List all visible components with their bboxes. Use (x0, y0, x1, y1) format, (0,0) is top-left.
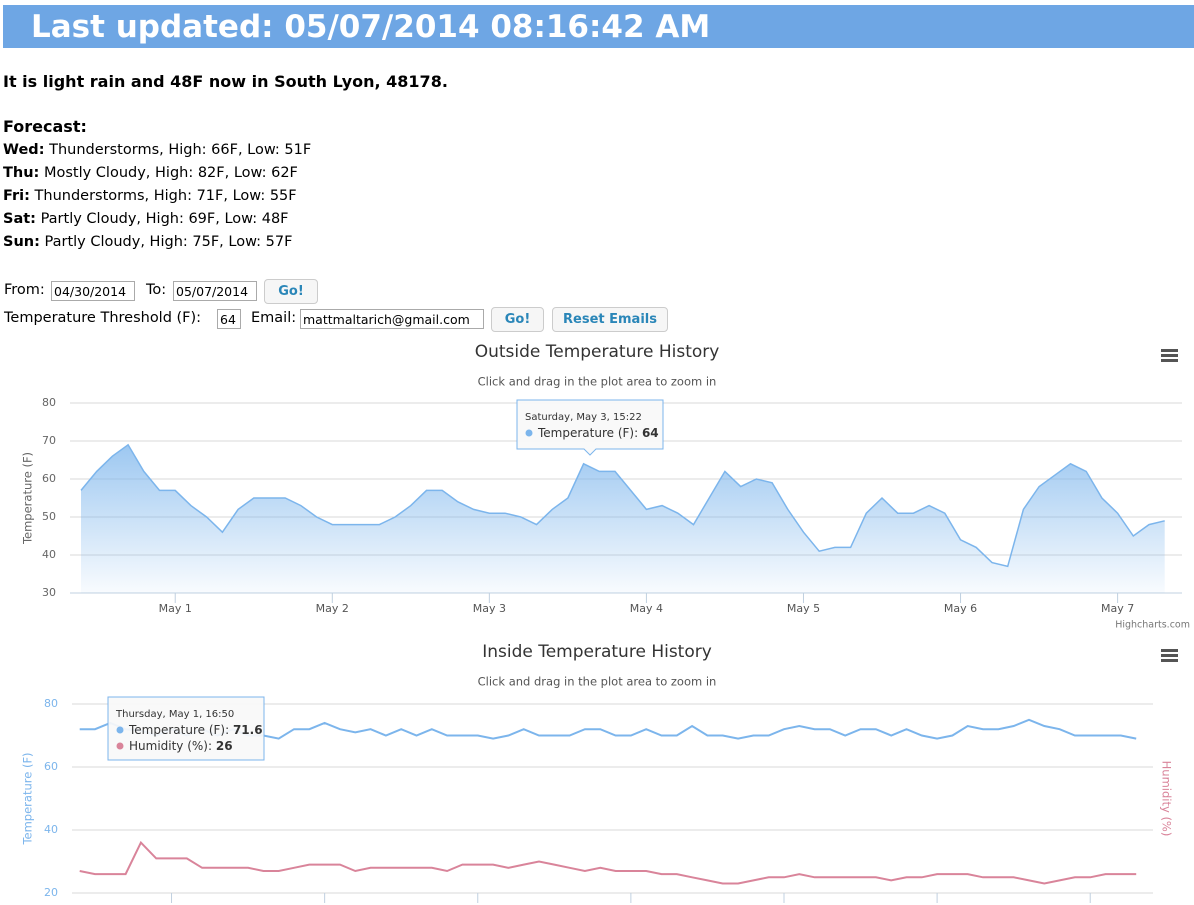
chart-subtitle: Click and drag in the plot area to zoom … (478, 675, 717, 689)
charts: Outside Temperature History Click and dra… (21, 342, 1190, 903)
to-label: To: (146, 282, 167, 298)
tooltip-value: 64 (642, 426, 659, 440)
tooltip-series-name: Temperature (F) (128, 723, 225, 737)
x-tick-label: May 7 (1101, 602, 1134, 615)
forecast-text: Mostly Cloudy, High: 82F, Low: 62F (43, 165, 298, 181)
menu-bar (1161, 359, 1178, 362)
forecast-text: Thunderstorms, High: 71F, Low: 55F (34, 188, 297, 204)
reset-emails-button[interactable]: Reset Emails (552, 307, 668, 332)
x-tick-label: May 2 (316, 602, 349, 615)
tooltip-value: 71.6 (233, 723, 263, 737)
tooltip-value: 26 (216, 739, 233, 753)
tooltip-box (516, 399, 664, 456)
y-tick-label: 60 (44, 760, 58, 773)
y-tick-label: 60 (42, 472, 56, 485)
export-menu-button[interactable] (1161, 649, 1178, 662)
tooltip-marker (116, 742, 124, 750)
y-tick-label: 80 (44, 697, 58, 710)
tooltip-separator: : (225, 723, 233, 737)
area-line (80, 443, 1165, 568)
forecast-row: Sat: Partly Cloudy, High: 69F, Low: 48F (3, 211, 289, 227)
tooltip-box (107, 696, 265, 761)
x-tick-label: May 5 (787, 602, 820, 615)
menu-bar (1161, 354, 1178, 357)
from-input[interactable] (51, 281, 135, 301)
forecast-day: Sun: (3, 234, 40, 250)
tooltip-series-name: Humidity (%) (129, 739, 208, 753)
tooltip-row: Temperature (F): 64 (537, 426, 659, 440)
tooltip-row: Temperature (F): 71.6 (128, 723, 263, 737)
export-menu-button[interactable] (1161, 349, 1178, 362)
credits: Highcharts.com (1115, 620, 1190, 631)
series-line (79, 840, 1137, 885)
forecast-row: Sun: Partly Cloudy, High: 75F, Low: 57F (3, 234, 292, 250)
tooltip-separator: : (634, 426, 642, 440)
area-fill (81, 444, 1165, 593)
tooltip-separator: : (208, 739, 216, 753)
forecast-text: Thunderstorms, High: 66F, Low: 51F (49, 142, 312, 158)
current-conditions: It is light rain and 48F now in South Ly… (3, 72, 448, 91)
menu-bar (1161, 649, 1178, 652)
forecast-text: Partly Cloudy, High: 69F, Low: 48F (40, 211, 289, 227)
x-tick-label: May 1 (159, 602, 192, 615)
y-axis-title: Temperature (F) (21, 452, 35, 545)
menu-bar (1161, 659, 1178, 662)
y-tick-label: 80 (42, 396, 56, 409)
menu-bar (1161, 654, 1178, 657)
y2-axis-title: Humidity (%) (1160, 761, 1174, 837)
forecast-day: Thu: (3, 165, 40, 181)
forecast-row: Fri: Thunderstorms, High: 71F, Low: 55F (3, 188, 297, 204)
forecast-row: Thu: Mostly Cloudy, High: 82F, Low: 62F (3, 165, 298, 181)
tooltip-header: Thursday, May 1, 16:50 (115, 709, 234, 720)
y-tick-label: 30 (42, 586, 56, 599)
forecast-day: Fri: (3, 188, 30, 204)
email-label: Email: (251, 310, 297, 326)
to-input[interactable] (173, 281, 257, 301)
go-button[interactable]: Go! (264, 279, 318, 304)
y-tick-label: 70 (42, 434, 56, 447)
go-email-button[interactable]: Go! (491, 307, 544, 332)
from-label: From: (4, 282, 45, 298)
tooltip-marker (116, 726, 124, 734)
y-tick-label: 40 (42, 548, 56, 561)
x-tick-label: May 4 (630, 602, 663, 615)
forecast-title: Forecast: (3, 117, 87, 136)
y-tick-label: 20 (44, 886, 58, 899)
threshold-label: Temperature Threshold (F): (4, 310, 202, 326)
tooltip-marker (525, 429, 533, 437)
tooltip: Saturday, May 3, 15:22 Temperature (F): 6… (516, 399, 664, 456)
forecast-text: Partly Cloudy, High: 75F, Low: 57F (44, 234, 293, 250)
menu-bar (1161, 349, 1178, 352)
tooltip-series-name: Temperature (F) (537, 426, 634, 440)
tooltip-header: Saturday, May 3, 15:22 (525, 412, 642, 423)
threshold-input[interactable] (217, 309, 241, 329)
y-tick-label: 40 (44, 823, 58, 836)
forecast-day: Wed: (3, 142, 45, 158)
tooltip-row: Humidity (%): 26 (129, 739, 233, 753)
x-tick-label: May 3 (473, 602, 506, 615)
y-tick-label: 50 (42, 510, 56, 523)
tooltip: Thursday, May 1, 16:50 Temperature (F): 7… (107, 696, 265, 761)
x-tick-label: May 6 (944, 602, 977, 615)
y-axis-title: Temperature (F) (21, 752, 35, 845)
forecast-day: Sat: (3, 211, 36, 227)
header-title: Last updated: 05/07/2014 08:16:42 AM (3, 5, 1194, 48)
forecast-row: Wed: Thunderstorms, High: 66F, Low: 51F (3, 142, 311, 158)
chart-title: Outside Temperature History (475, 342, 720, 362)
chart-subtitle: Click and drag in the plot area to zoom … (478, 375, 717, 389)
email-input[interactable] (300, 309, 484, 329)
chart-title: Inside Temperature History (482, 642, 712, 662)
